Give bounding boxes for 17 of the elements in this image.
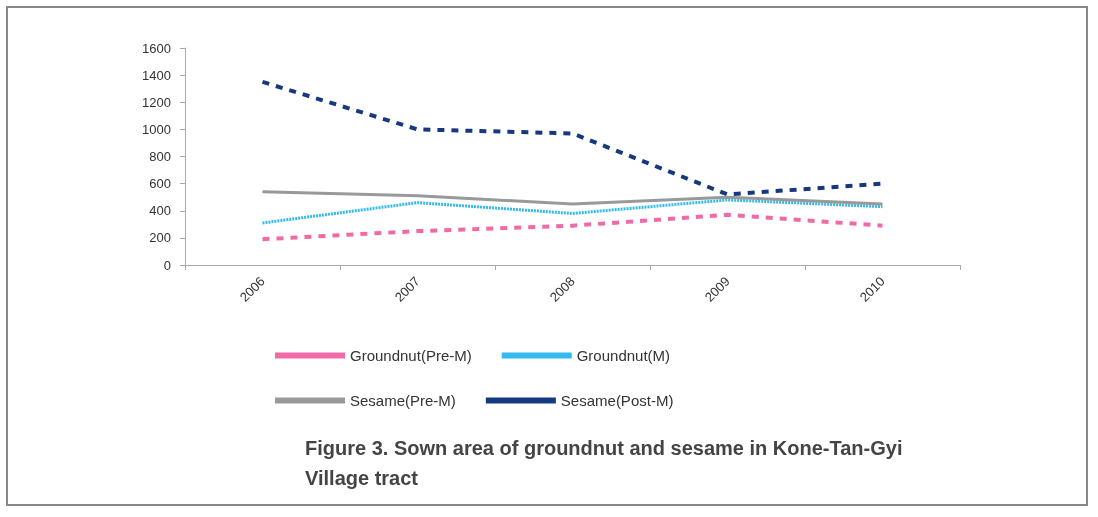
line-series — [261, 190, 884, 206]
y-tick-label: 1200 — [142, 94, 171, 110]
legend-label: Sesame(Pre-M) — [350, 392, 456, 409]
y-tick-label: 1400 — [142, 67, 171, 83]
legend-label: Sesame(Post-M) — [560, 392, 674, 409]
y-tick-label: 600 — [149, 176, 171, 192]
y-tick-label: 1000 — [142, 121, 171, 137]
legend-label: Groundnut(M) — [576, 347, 671, 364]
y-tick-label: 0 — [163, 257, 171, 273]
line-series — [261, 198, 884, 225]
y-tick-label: 400 — [149, 203, 171, 219]
y-tick-label: 200 — [149, 230, 171, 246]
text: Figure 3. Sown area of groundnut and sesame in Kone-Tan-Gyi Village tract — [305, 437, 903, 489]
legend-label: Groundnut(Pre-M) — [350, 347, 472, 364]
line-series — [260, 212, 885, 242]
y-tick-label: 800 — [149, 149, 171, 164]
y-tick-label: 1600 — [142, 40, 171, 56]
